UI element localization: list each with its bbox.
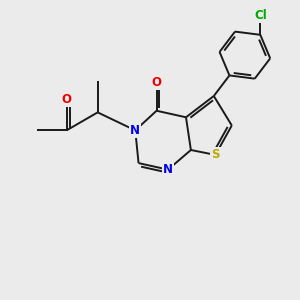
Text: O: O [61, 93, 72, 106]
Text: Cl: Cl [254, 9, 267, 22]
Text: N: N [130, 124, 140, 137]
Text: S: S [211, 148, 220, 161]
Text: N: N [163, 163, 173, 176]
Text: O: O [152, 76, 161, 89]
